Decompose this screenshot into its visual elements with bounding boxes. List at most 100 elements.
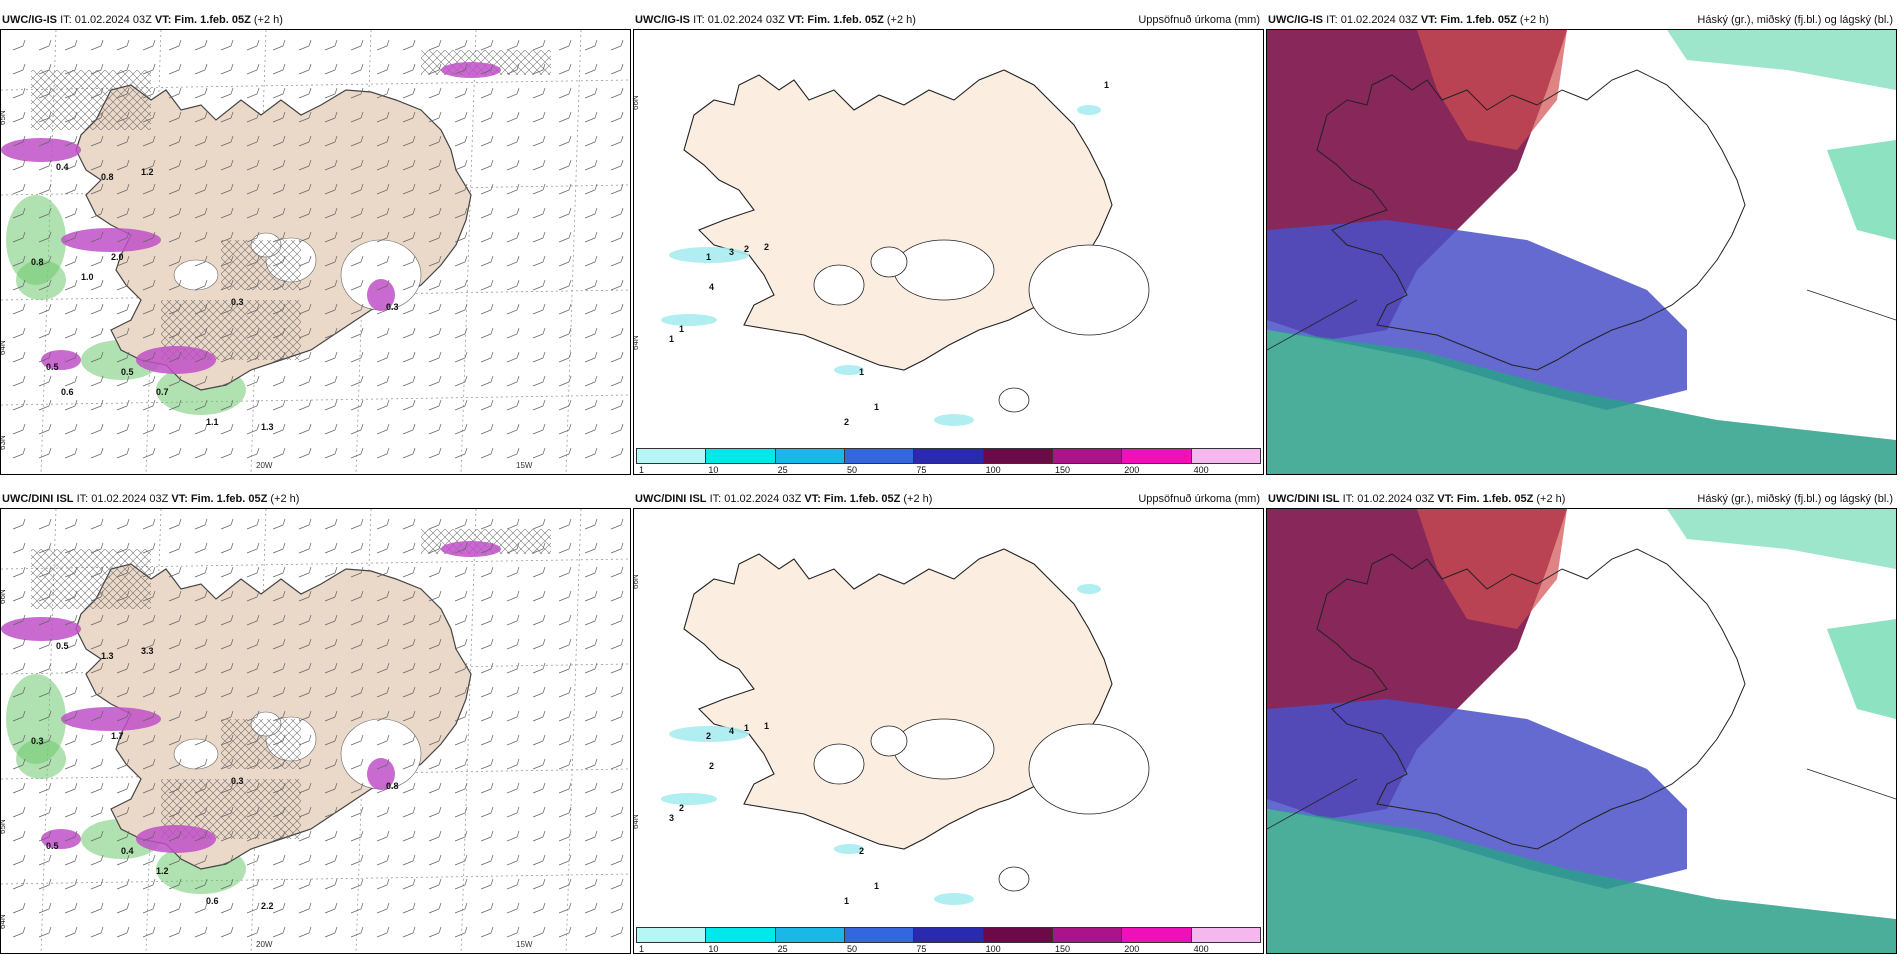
- iceland-outline: [1316, 548, 1746, 850]
- wind-barb: [584, 782, 598, 794]
- wind-barb: [584, 327, 598, 339]
- wind-barb: [38, 255, 52, 267]
- wind-barb: [558, 255, 572, 267]
- glacier-area: [893, 239, 995, 301]
- map-area[interactable]: [1266, 508, 1897, 954]
- wind-barb: [506, 614, 520, 626]
- wind-barb: [298, 423, 312, 435]
- wind-barb: [298, 854, 312, 866]
- wind-barb: [506, 902, 520, 914]
- wind-barb: [402, 926, 416, 938]
- wind-barb: [324, 902, 338, 914]
- wind-barb: [64, 159, 78, 171]
- wind-barb: [454, 327, 468, 339]
- map-svg: 0.5 1.3 3.3 1.7 0.3 0.3 0.8 0.4 1.2 0.6 2.2 0.5 66N 6…: [1, 509, 630, 953]
- wind-barb: [506, 830, 520, 842]
- panel-header: UWC/DINI ISL IT: 01.02.2024 03Z VT: Fim.…: [0, 490, 631, 508]
- wind-barb: [194, 518, 208, 530]
- wind-barb: [220, 926, 234, 938]
- wind-barb: [350, 255, 364, 267]
- wind-barb: [220, 566, 234, 578]
- wind-barb: [454, 566, 468, 578]
- wind-barb: [64, 255, 78, 267]
- map-area[interactable]: [1266, 29, 1897, 475]
- wind-barb: [12, 39, 26, 51]
- colorbar-segment: 50: [844, 448, 915, 474]
- wind-barb: [168, 566, 182, 578]
- map-area[interactable]: 0.4 0.8 1.2 2.0 0.8 0.3 0.3 0.5 0.7 1.1 1.3 0.5 0.6 1…: [0, 29, 631, 475]
- wind-barb: [532, 423, 546, 435]
- wind-barb: [168, 447, 182, 459]
- wind-barb: [532, 542, 546, 554]
- contour-label: 2: [844, 417, 849, 427]
- wind-barb: [298, 303, 312, 315]
- wind-barb: [428, 375, 442, 387]
- colorbar-segment: 150: [1052, 927, 1123, 953]
- glacier-area: [173, 738, 219, 770]
- wind-barb: [142, 662, 156, 674]
- wind-barb: [246, 183, 260, 195]
- contour-label: 2: [744, 244, 749, 254]
- wind-barb: [350, 926, 364, 938]
- wind-barb: [298, 39, 312, 51]
- wind-barb: [584, 542, 598, 554]
- map-svg: 0.4 0.8 1.2 2.0 0.8 0.3 0.3 0.5 0.7 1.1 1.3 0.5 0.6 1…: [1, 30, 630, 474]
- precip-purple-area: [41, 350, 81, 370]
- wind-barb: [116, 159, 130, 171]
- wind-barb: [194, 159, 208, 171]
- contour-label: 2: [706, 731, 711, 741]
- wind-barb: [38, 63, 52, 75]
- wind-barb: [376, 375, 390, 387]
- colorbar-segment: 400: [1191, 927, 1261, 953]
- wind-barb: [168, 758, 182, 770]
- colorbar-tick: 75: [916, 944, 927, 954]
- wind-barb: [558, 566, 572, 578]
- wind-barb: [324, 782, 338, 794]
- colorbar-tick: 75: [916, 465, 927, 475]
- wind-barb: [402, 662, 416, 674]
- contour-label: 3.3: [141, 646, 154, 656]
- hatch-area: [221, 240, 301, 290]
- wind-barb: [428, 926, 442, 938]
- wind-barb: [376, 159, 390, 171]
- wind-barb: [532, 566, 546, 578]
- wind-barb: [12, 590, 26, 602]
- wind-barb: [90, 159, 104, 171]
- wind-barb: [90, 518, 104, 530]
- wind-barb: [610, 351, 624, 363]
- valid-time: VT: Fim. 1.feb. 05Z: [171, 493, 268, 505]
- wind-barb: [454, 423, 468, 435]
- wind-barb: [506, 854, 520, 866]
- model-label: UWC/IG-IS: [635, 14, 690, 26]
- wind-barb: [272, 39, 286, 51]
- wind-barb: [12, 255, 26, 267]
- wind-barb: [584, 878, 598, 890]
- wind-barb: [90, 399, 104, 411]
- valid-time: VT: Fim. 1.feb. 05Z: [154, 14, 251, 26]
- glacier-area: [173, 259, 219, 291]
- wind-barb: [38, 135, 52, 147]
- wind-barb: [272, 806, 286, 818]
- colorbar-segment: 1: [636, 927, 707, 953]
- wind-barb: [610, 662, 624, 674]
- wind-barb: [480, 399, 494, 411]
- wind-barb: [64, 327, 78, 339]
- wind-barb: [558, 662, 572, 674]
- wind-barb: [506, 447, 520, 459]
- wind-barb: [12, 279, 26, 291]
- map-area[interactable]: 2 4 1 1 2 2 3 2 1 1 66N 64N 1 10 25 50 75 100 150 200 400: [633, 508, 1264, 954]
- wind-barb: [90, 878, 104, 890]
- wind-barb: [324, 207, 338, 219]
- contour-label: 0.8: [386, 781, 399, 791]
- wind-barb: [610, 566, 624, 578]
- wind-barb: [480, 590, 494, 602]
- panel-ig-wind-precip: UWC/IG-IS IT: 01.02.2024 03Z VT: Fim. 1.…: [0, 11, 631, 475]
- wind-barb: [454, 111, 468, 123]
- map-area[interactable]: 0.5 1.3 3.3 1.7 0.3 0.3 0.8 0.4 1.2 0.6 2.2 0.5 66N 6…: [0, 508, 631, 954]
- wind-barb: [142, 207, 156, 219]
- wind-barb: [558, 375, 572, 387]
- wind-barb: [168, 135, 182, 147]
- map-area[interactable]: 1 3 2 2 4 1 1 1 1 2 1 66N 64N 1 10 25 50 75 100 150 200 400: [633, 29, 1264, 475]
- wind-barb: [38, 830, 52, 842]
- wind-barb: [402, 734, 416, 746]
